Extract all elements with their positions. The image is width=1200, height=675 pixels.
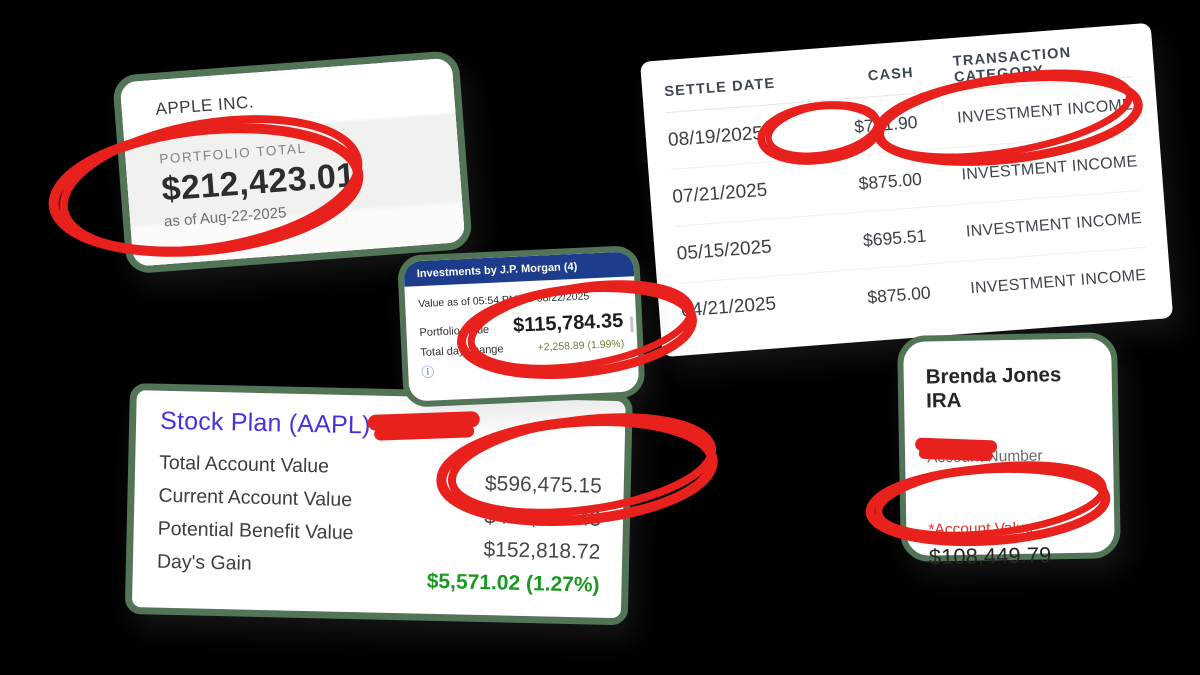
transaction-category-cell: INVESTMENT INCOME [965, 209, 1143, 241]
account-number-label: Account Number [926, 447, 1043, 467]
scrollbar-thumb[interactable] [629, 316, 634, 333]
transactions-table-body: 08/19/2025 $751.90 INVESTMENT INCOME 07/… [666, 77, 1150, 339]
account-value: $108,449.79 [928, 542, 1052, 570]
ira-account-title: Brenda Jones IRA [925, 363, 1062, 413]
column-settle-date: SETTLE DATE [663, 75, 776, 101]
total-day-change-label: Total day change [420, 343, 504, 360]
cash-cell: $875.00 [866, 281, 932, 307]
account-value-label: *Account Value [928, 519, 1034, 539]
cash-cell: $751.90 [853, 111, 919, 137]
ira-account-card: Brenda Jones IRA Account Number *Account… [897, 332, 1121, 569]
cash-cell: $695.51 [862, 225, 927, 250]
apple-card-title: APPLE INC. [154, 92, 255, 119]
portfolio-value-label: Portfolio value [419, 323, 490, 340]
stock-plan-row-value: $5,571.02 (1.27%) [426, 569, 600, 597]
transaction-category-cell: INVESTMENT INCOME [969, 266, 1147, 298]
transaction-category-cell: INVESTMENT INCOME [960, 153, 1139, 184]
stock-plan-card: Stock Plan (AAPL) – Total Account Value C… [124, 383, 633, 626]
stock-plan-row-value: $443,656.43 [484, 505, 602, 531]
jpm-investments-card: Investments by J.P. Morgan (4) Value as … [397, 245, 646, 408]
settle-date-cell: 05/15/2025 [676, 236, 773, 265]
jpm-card-body: Value as of 05:54 PM ET 08/22/2025 Portf… [404, 276, 638, 381]
column-cash: CASH [867, 65, 915, 85]
cash-cell: $875.00 [857, 168, 923, 194]
transaction-category-cell: INVESTMENT INCOME [956, 96, 1134, 127]
settle-date-cell: 08/19/2025 [667, 122, 764, 152]
transactions-table: SETTLE DATE CASH TRANSACTION CATEGORY 08… [640, 22, 1174, 358]
settle-date-cell: 07/21/2025 [671, 179, 769, 208]
stock-plan-values: $596,475.15 $443,656.43 $152,818.72 $5,571.… [426, 466, 603, 602]
apple-portfolio-card: APPLE INC. PORTFOLIO TOTAL $212,423.01 a… [112, 49, 473, 275]
total-day-change-value: +2,258.89 (1.99%) [537, 337, 625, 354]
stock-plan-title: Stock Plan (AAPL) – [159, 406, 393, 440]
info-icon[interactable]: ⓘ [420, 364, 435, 381]
settle-date-cell: 04/21/2025 [680, 293, 777, 322]
jpm-value-asof: Value as of 05:54 PM ET 08/22/2025 [417, 290, 590, 311]
stock-plan-row-value: $596,475.15 [484, 472, 603, 498]
stock-plan-row-value: $152,818.72 [483, 538, 601, 564]
portfolio-value: $115,784.35 [512, 309, 624, 337]
